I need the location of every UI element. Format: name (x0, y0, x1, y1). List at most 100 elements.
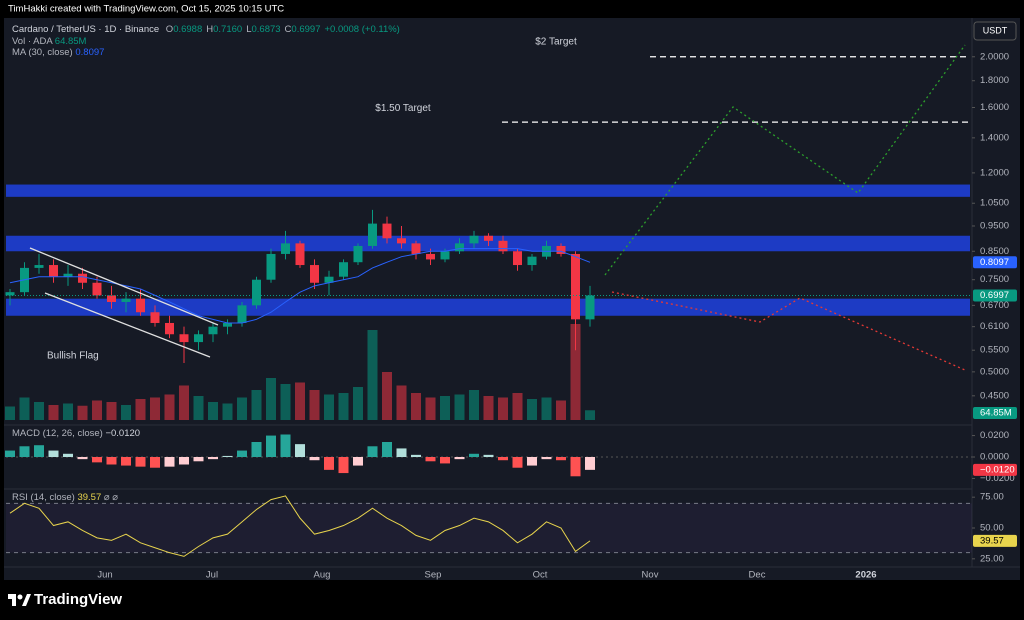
candle-body (484, 235, 493, 241)
volume-label-box (973, 407, 1017, 419)
macd-tick-label: 0.0200 (980, 430, 1009, 441)
volume-bar (48, 405, 59, 420)
plot: $2 Target $1.50 Target 2.0000 1.8000 1.6000 1… (5, 36, 1017, 581)
x-tick-label: Sep (425, 570, 442, 581)
x-tick-label: Oct (533, 570, 548, 581)
candle-body (339, 262, 348, 277)
macd-bar (193, 457, 204, 462)
x-tick-label: Dec (749, 570, 766, 581)
ohlc-value: 0.6988 (173, 24, 202, 35)
candle-body (368, 223, 377, 246)
ma-line (9, 248, 591, 324)
legend: MA (30, close) 0.8097 (12, 47, 104, 58)
macd-bar (498, 457, 508, 461)
volume-bar (77, 405, 88, 420)
legend-part: −0.0120 (105, 428, 140, 439)
volume-bar (63, 403, 73, 420)
volume-bar (251, 390, 262, 420)
macd-bar (19, 446, 30, 457)
volume-bar (541, 397, 552, 420)
candle-body (34, 265, 44, 268)
y-tick-label: 1.2000 (980, 167, 1009, 178)
macd-bar (324, 457, 334, 470)
candle-body (107, 295, 116, 302)
y-tick-label: 0.6100 (980, 321, 1009, 332)
candle-body (426, 253, 435, 260)
macd-bar (570, 457, 581, 477)
macd-bar (512, 457, 523, 468)
y-tick-label: 2.0000 (980, 51, 1009, 62)
ohlc-value: 0.6873 (251, 24, 280, 35)
flag-line (44, 292, 211, 358)
volume-bar (469, 390, 479, 420)
macd-value-label: −0.0120 (980, 464, 1015, 475)
candle-body (571, 253, 580, 320)
x-tick-label: Nov (642, 570, 659, 581)
volume-bar (121, 405, 131, 420)
y-tick-label: 0.5000 (980, 366, 1009, 377)
volume-bar (367, 330, 378, 420)
x-tick-label: Jun (97, 570, 112, 581)
candle-body (310, 265, 319, 283)
volume-label: 64.85M (980, 408, 1012, 419)
candle-body (469, 235, 479, 244)
volume-bar (164, 394, 175, 420)
volume-bar (222, 403, 233, 420)
price-label-box (973, 289, 1017, 302)
ohlc-value: 0.7160 (213, 24, 242, 35)
candle-body (498, 240, 508, 252)
zone (6, 184, 970, 197)
price-label: 0.6997 (980, 290, 1009, 301)
ohlc-key: H (206, 24, 213, 35)
macd-bar (77, 457, 88, 460)
macd-bar (208, 457, 218, 460)
legend-part: 64.85M (55, 36, 87, 47)
macd-bar (396, 448, 407, 457)
candle-body (121, 298, 131, 302)
macd-bar (135, 457, 146, 467)
candle-body (411, 243, 421, 254)
macd-bar (440, 457, 450, 464)
volume-bar (92, 400, 102, 420)
zone (6, 298, 970, 316)
volume-bar (150, 397, 160, 420)
macd-label-box (973, 463, 1017, 476)
candle-body (49, 265, 58, 277)
legend-part: MA (30, close) (12, 47, 73, 58)
candle-body (136, 298, 145, 313)
volume-bar (34, 402, 44, 420)
macd-bar (121, 457, 131, 466)
candle-body (382, 223, 392, 239)
legend-part: Vol · ADA (12, 36, 53, 47)
ohlc-key: C (285, 24, 292, 35)
rsi-label-box (973, 534, 1017, 547)
y-tick-label: 1.4000 (980, 132, 1009, 143)
logo: TradingView (8, 591, 122, 608)
legend-part: 0.8097 (75, 47, 104, 58)
currency-button[interactable] (973, 21, 1017, 41)
volume-bar (527, 399, 537, 420)
macd-tick-label: −0.0200 (980, 473, 1015, 484)
volume-bar (106, 402, 117, 420)
candle-body (165, 322, 174, 335)
volume-bar (512, 393, 523, 420)
macd-bar (150, 457, 160, 468)
volume-bar (556, 400, 566, 420)
candle-body (237, 305, 247, 323)
legend-part: RSI (14, close) (12, 492, 75, 503)
candle-body (179, 334, 189, 343)
macd-bar (34, 445, 44, 457)
macd-bar (48, 450, 59, 457)
volume-bar (295, 382, 305, 420)
currency[interactable]: USDT (983, 25, 1008, 35)
volume-bar (585, 410, 595, 420)
pattern-label: Bullish Flag (47, 351, 99, 362)
volume-bar (193, 396, 204, 420)
candle-body (5, 292, 15, 296)
volume-bar (324, 394, 334, 420)
macd-bar (280, 434, 291, 457)
macd-bar (483, 454, 494, 457)
target-label: $1.50 Target (375, 103, 431, 114)
y-tick-label: 0.9500 (980, 220, 1009, 231)
